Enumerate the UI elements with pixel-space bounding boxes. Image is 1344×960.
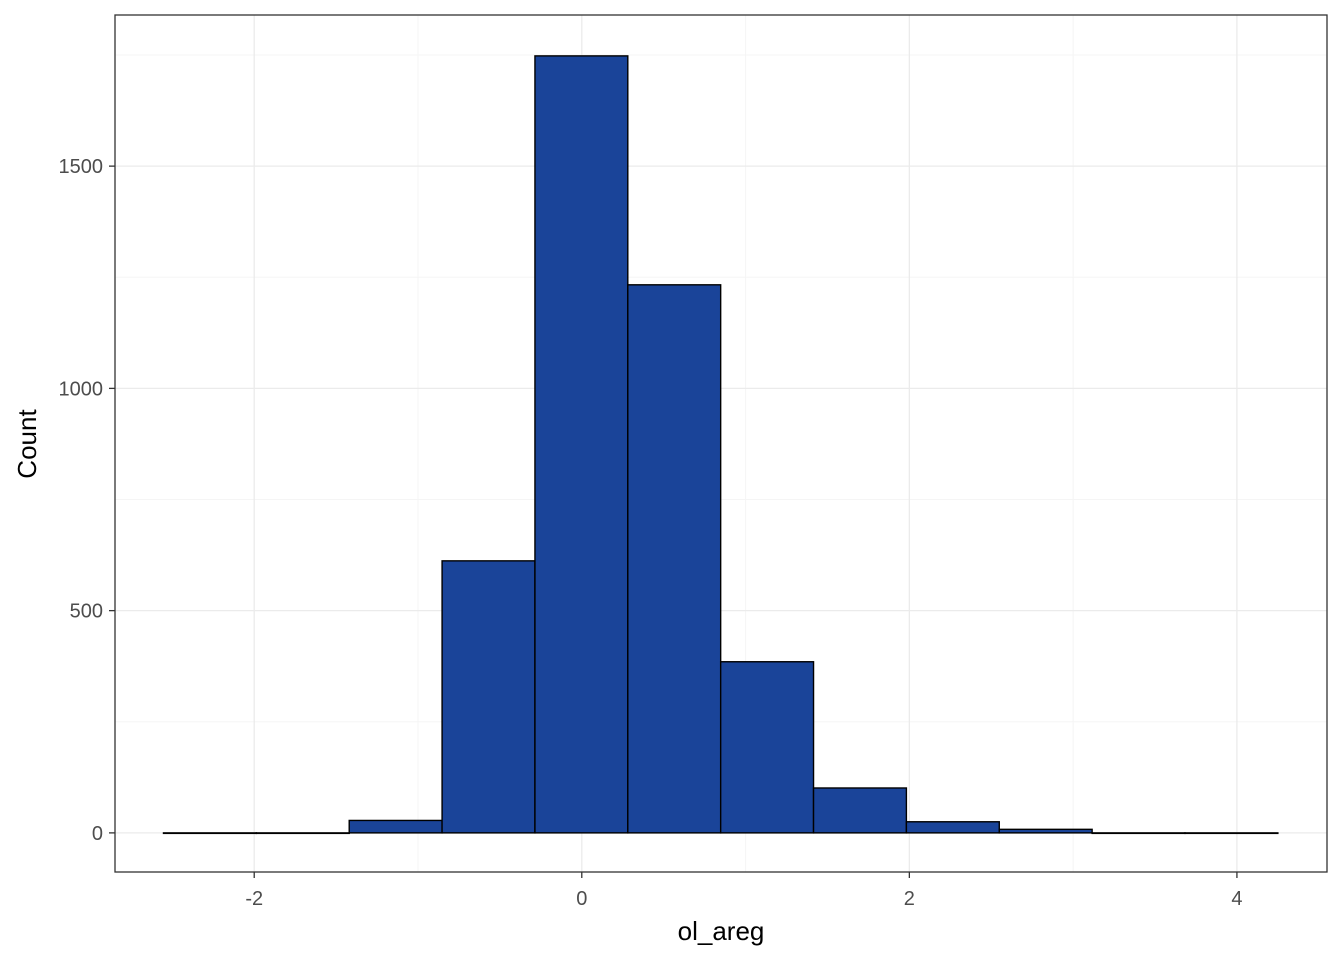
y-tick-label: 500 (70, 601, 103, 623)
histogram-bar-7 (812, 787, 908, 834)
histogram-bar-2 (348, 819, 443, 834)
histogram-bars (162, 55, 1279, 835)
y-tick-label: 1000 (59, 378, 104, 400)
y-axis-ticks: 0 500 1000 1500 (59, 156, 115, 845)
histogram-bar-9 (998, 828, 1093, 834)
histogram-bar-10 (1091, 832, 1186, 835)
y-tick-label: 1500 (59, 156, 104, 178)
plot-panel-border (114, 14, 1328, 873)
y-tick-label: 0 (92, 823, 103, 845)
x-tick-label: 2 (904, 888, 915, 910)
histogram-bar-0 (162, 832, 258, 835)
y-axis-title: Count (12, 409, 42, 479)
x-axis-ticks: -2 0 2 4 (245, 872, 1242, 910)
histogram-bar-11 (1184, 832, 1279, 835)
x-tick-label: -2 (245, 888, 263, 910)
histogram-bar-5 (627, 284, 722, 834)
histogram-bar-4 (534, 55, 629, 834)
histogram-bar-1 (255, 832, 350, 835)
x-axis-title: ol_areg (678, 916, 765, 946)
x-tick-label: 4 (1231, 888, 1242, 910)
histogram-bar-6 (719, 661, 815, 834)
x-tick-label: 0 (576, 888, 587, 910)
histogram-bar-3 (441, 560, 536, 834)
histogram-bar-8 (905, 821, 1000, 834)
